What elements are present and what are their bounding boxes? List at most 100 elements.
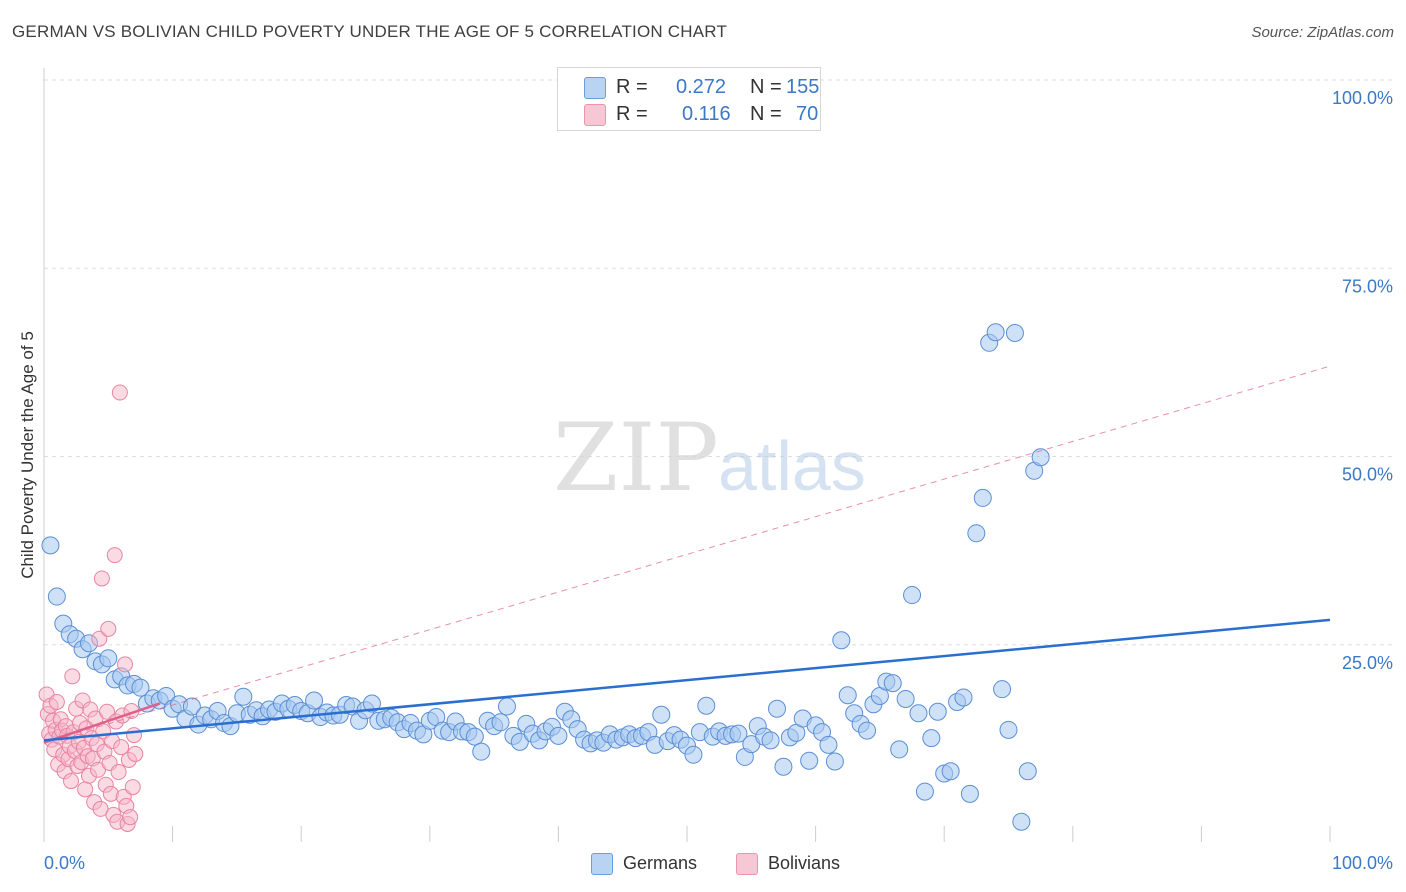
x-tick-label-0: 0.0%	[44, 853, 85, 873]
german-point-1	[47, 587, 66, 606]
bolivian-point-30	[77, 781, 94, 798]
german-point-70	[491, 713, 510, 732]
german-point-145	[973, 488, 992, 507]
bolivians-swatch	[736, 853, 758, 875]
bolivian-trend-extended	[43, 365, 1331, 744]
bolivian-point-47	[99, 703, 116, 720]
germans-label: Germans	[623, 853, 698, 873]
german-point-107	[729, 724, 748, 743]
german-point-67	[472, 742, 491, 761]
bolivian-point-42	[92, 800, 109, 817]
german-point-137	[922, 729, 941, 748]
german-point-95	[652, 705, 671, 724]
bolivians-label: Bolivians	[768, 853, 841, 873]
german-point-133	[896, 689, 915, 708]
correlation-legend: R = 0.272 N = 155 R = 0.116 N = 70	[557, 67, 821, 131]
german-point-100	[684, 745, 703, 764]
german-point-134	[903, 586, 922, 605]
bolivian-point-53	[106, 547, 123, 564]
german-n-value: 155	[786, 76, 820, 98]
german-r-label: R =	[616, 76, 648, 98]
german-point-147	[986, 323, 1005, 342]
german-swatch	[584, 77, 606, 99]
y-axis-label: Child Poverty Under the Age of 5	[18, 331, 37, 579]
bolivian-n-label: N =	[750, 103, 782, 125]
german-point-151	[1012, 812, 1031, 831]
bolivian-r-value: 0.116	[682, 103, 731, 125]
german-point-118	[800, 751, 819, 770]
bolivian-point-43	[93, 570, 110, 587]
y-tick-label-100: 100.0%	[1332, 88, 1393, 108]
german-point-140	[941, 762, 960, 781]
bolivian-swatch	[584, 104, 606, 126]
german-point-0	[41, 536, 60, 555]
bolivian-n-value: 70	[796, 103, 819, 125]
german-point-143	[960, 784, 979, 803]
x-tick-label-100: 100.0%	[1332, 853, 1393, 873]
source-label: Source: ZipAtlas.com	[1251, 24, 1394, 41]
series-legend: Germans Bolivians	[0, 852, 1406, 876]
german-point-112	[761, 731, 780, 750]
german-point-136	[915, 782, 934, 801]
bolivian-point-8	[48, 693, 65, 710]
german-point-50	[362, 694, 381, 713]
tick-layer: 25.0% 50.0% 75.0% 100.0% 0.0% 100.0%	[44, 88, 1393, 873]
german-points	[41, 323, 1050, 831]
german-point-127	[858, 721, 877, 740]
german-n-label: N =	[750, 76, 782, 98]
bolivian-point-19	[63, 773, 80, 790]
german-r-value: 0.272	[676, 76, 727, 98]
y-tick-label-25: 25.0%	[1342, 653, 1393, 673]
bolivian-r-label: R =	[616, 103, 648, 125]
german-point-152	[1018, 762, 1037, 781]
bolivian-point-65	[122, 809, 139, 826]
bolivian-point-58	[113, 739, 130, 756]
bolivian-point-41	[91, 630, 108, 647]
german-point-135	[909, 704, 928, 723]
german-point-149	[999, 720, 1018, 739]
bolivian-points	[38, 384, 144, 832]
bolivian-point-67	[124, 779, 141, 796]
german-point-148	[993, 680, 1012, 699]
german-point-121	[819, 735, 838, 754]
y-tick-label-50: 50.0%	[1342, 465, 1393, 485]
german-point-73	[510, 732, 529, 751]
bolivian-point-56	[110, 764, 127, 781]
watermark-atlas: atlas	[718, 427, 866, 505]
german-point-66	[465, 727, 484, 746]
bolivian-point-20	[64, 668, 81, 685]
bolivian-point-48	[100, 620, 117, 637]
german-point-71	[497, 697, 516, 716]
germans-swatch	[591, 853, 613, 875]
chart-title: GERMAN VS BOLIVIAN CHILD POVERTY UNDER T…	[12, 22, 728, 41]
bolivian-point-68	[126, 727, 143, 744]
german-point-150	[1005, 324, 1024, 343]
bolivian-point-57	[111, 384, 128, 401]
german-point-30	[234, 687, 253, 706]
german-point-122	[825, 752, 844, 771]
german-point-154	[1031, 448, 1050, 467]
german-point-79	[549, 726, 568, 745]
watermark: ZIP atlas	[553, 404, 866, 513]
german-point-114	[774, 757, 793, 776]
german-point-138	[928, 702, 947, 721]
german-point-123	[832, 631, 851, 650]
german-point-113	[768, 699, 787, 718]
german-point-144	[967, 524, 986, 543]
german-point-102	[697, 696, 716, 715]
bolivian-point-61	[117, 656, 134, 673]
german-point-132	[890, 740, 909, 759]
german-point-142	[954, 688, 973, 707]
german-point-41	[305, 691, 324, 710]
german-point-131	[883, 674, 902, 693]
bolivian-point-69	[127, 745, 144, 762]
y-tick-label-75: 75.0%	[1342, 276, 1393, 296]
bolivian-trend-line	[43, 702, 161, 744]
trend-layer	[43, 365, 1331, 744]
german-point-14	[131, 678, 150, 697]
german-point-9	[99, 649, 118, 668]
german-point-124	[838, 686, 857, 705]
german-trend-line	[43, 618, 1331, 742]
german-point-22	[182, 697, 201, 716]
